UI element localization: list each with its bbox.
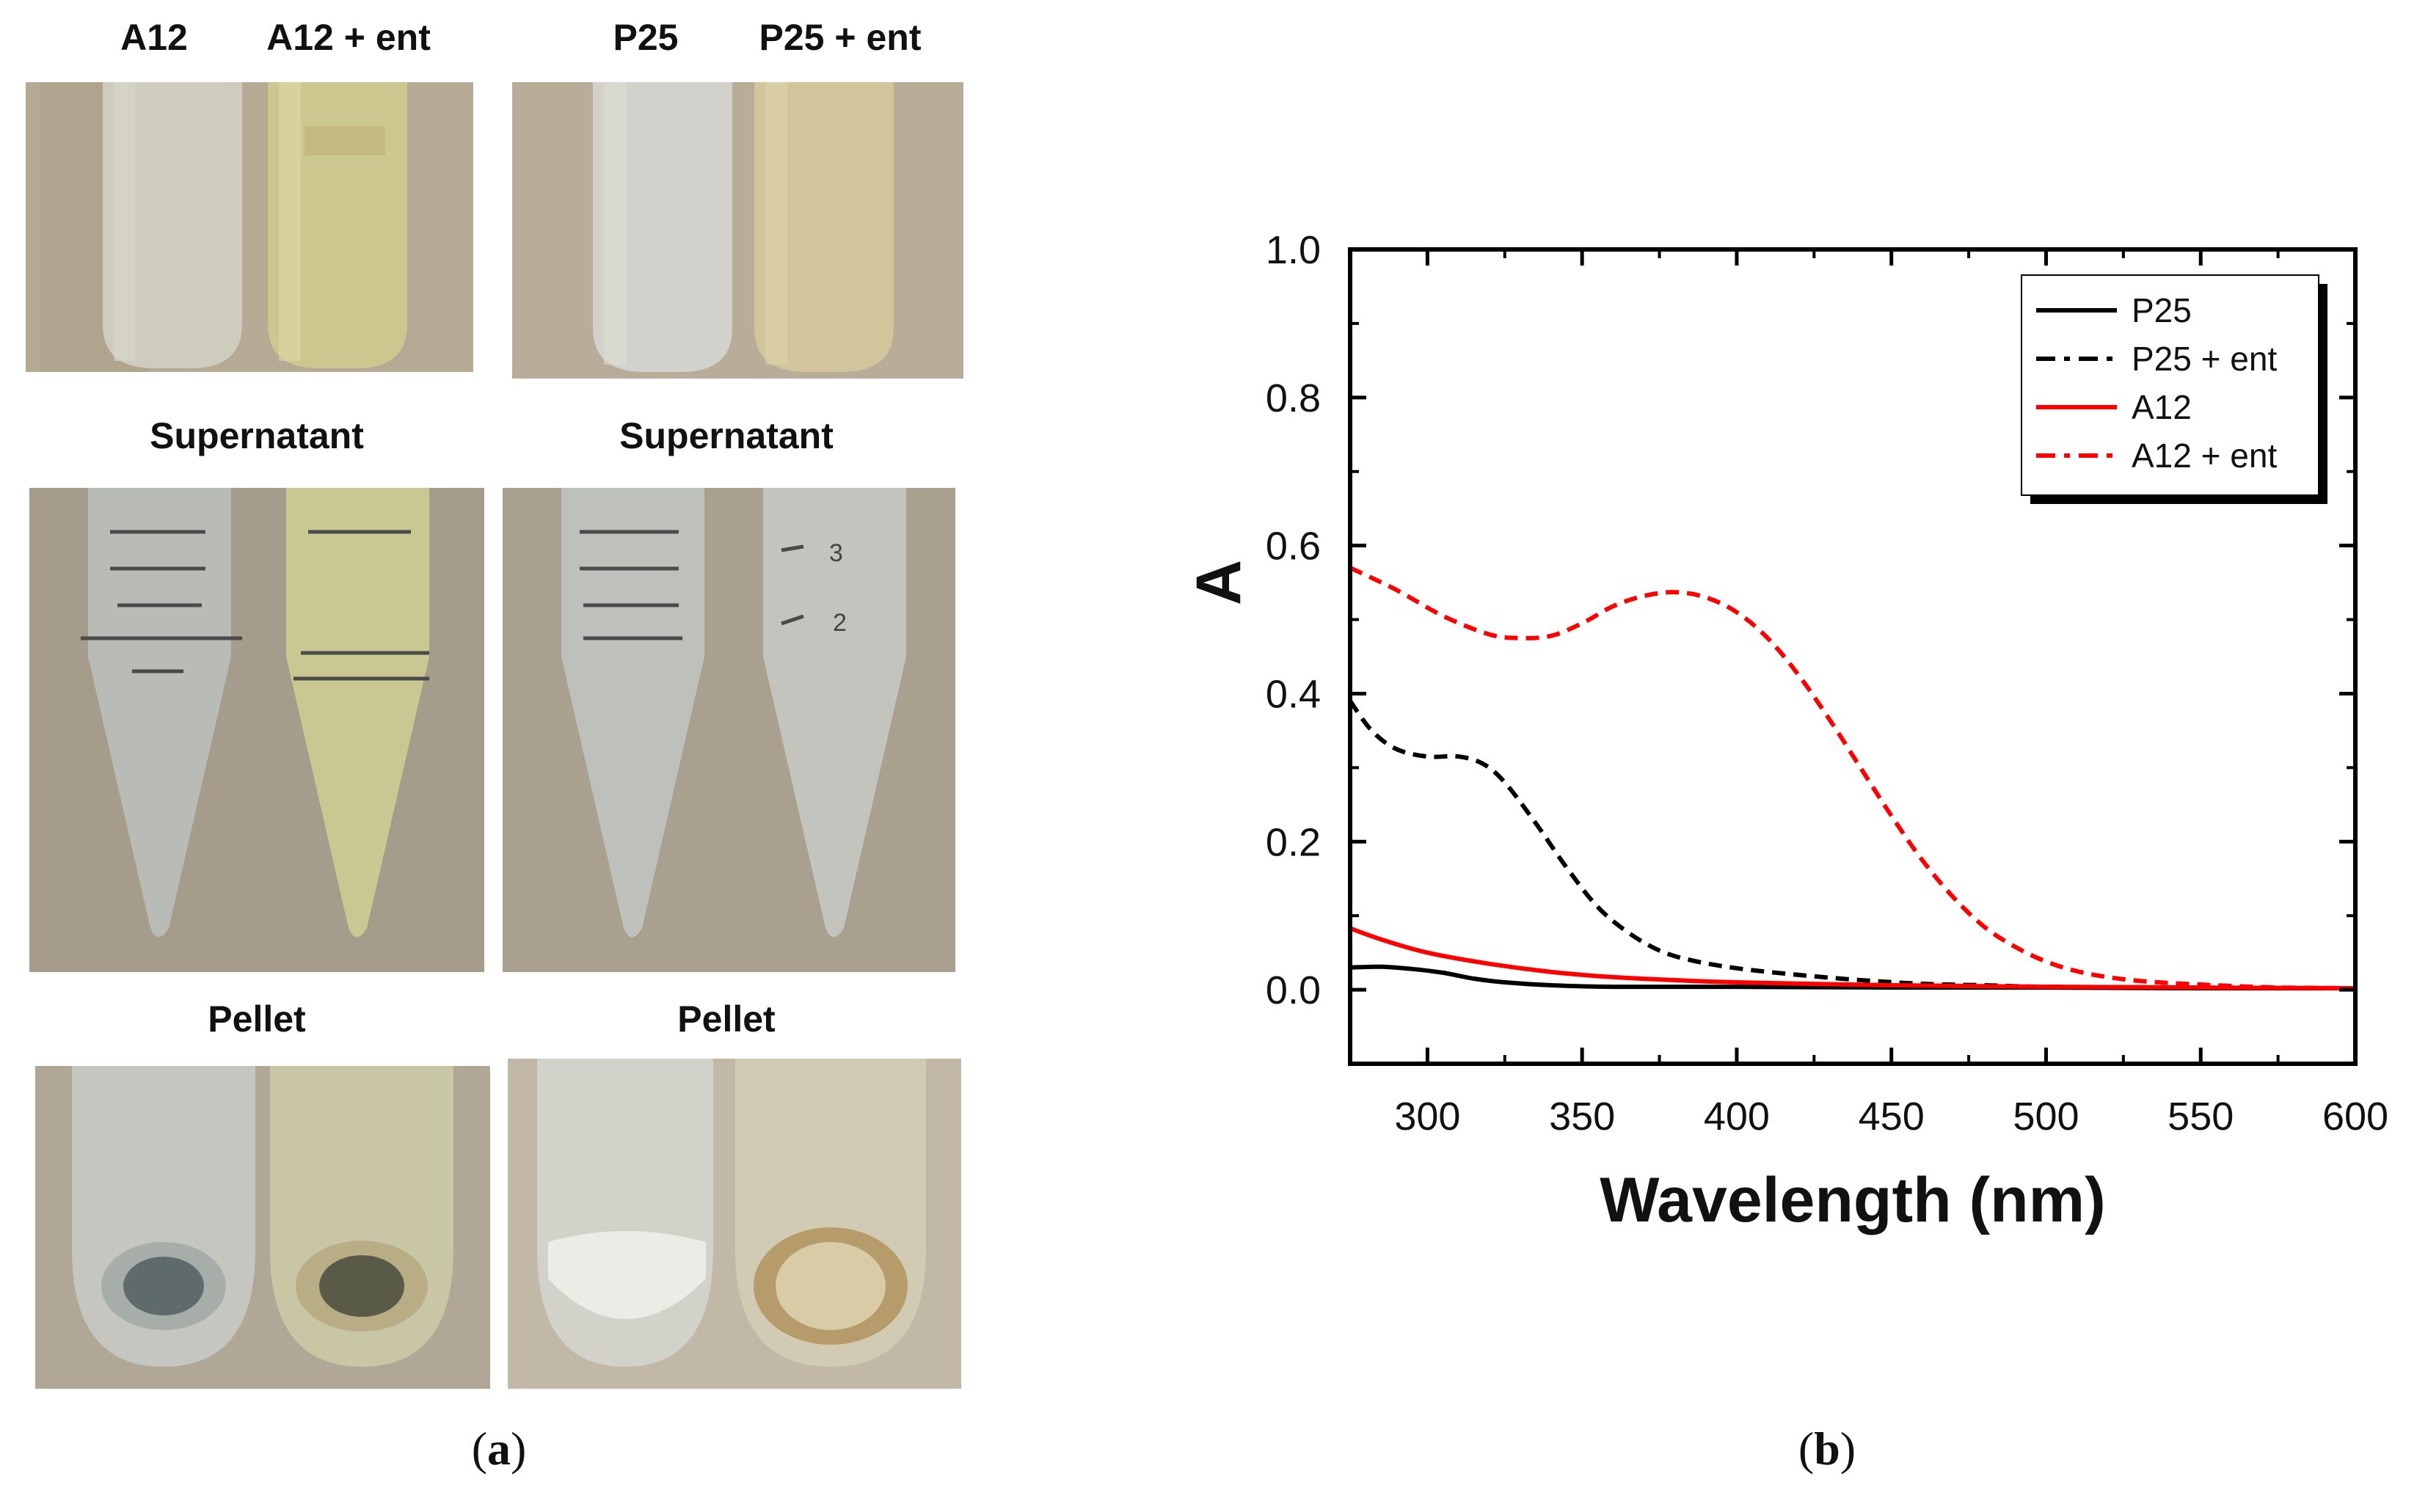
photo-pellet-a12 xyxy=(35,1066,490,1389)
series-line-a12 xyxy=(1349,926,2356,991)
photo-supernatant-a12 xyxy=(29,488,484,972)
x-tick-label: 350 xyxy=(1549,1095,1615,1139)
x-tick-label: 450 xyxy=(1859,1095,1925,1139)
series-line-p25-ent xyxy=(1348,699,2356,991)
caption-b: (b) xyxy=(1768,1422,1886,1476)
caption-a-close: ) xyxy=(511,1422,527,1475)
photo-a12-tubes xyxy=(26,82,473,372)
x-axis-title: Wavelength (nm) xyxy=(1600,1165,2106,1235)
label-p25-ent: P25 + ent xyxy=(759,17,922,58)
caption-b-close: ) xyxy=(1840,1422,1856,1475)
caption-b-open: ( xyxy=(1798,1422,1815,1475)
tube-mark-3: 3 xyxy=(829,539,843,567)
photo-supernatant-p25: 3 2 xyxy=(503,488,955,972)
legend-entry: A12 xyxy=(2132,388,2192,426)
caption-a-letter: a xyxy=(487,1422,511,1475)
label-a12: A12 xyxy=(120,17,188,58)
legend-entry: P25 xyxy=(2132,291,2192,329)
y-tick-label: 0.4 xyxy=(1266,672,1321,716)
label-a12-ent: A12 + ent xyxy=(266,17,431,58)
legend: P25 P25 + ent A12 A12 + ent xyxy=(2021,274,2327,504)
plot-frame xyxy=(1348,247,2358,1066)
y-axis-title: A xyxy=(1184,560,1254,605)
x-tick-label: 550 xyxy=(2168,1095,2234,1139)
y-tick-label: 0.6 xyxy=(1266,525,1321,569)
photo-p25-tubes xyxy=(512,82,963,379)
x-tick-label: 500 xyxy=(2013,1095,2079,1139)
label-supernatant-2: Supernatant xyxy=(619,415,834,456)
y-tick-label: 1.0 xyxy=(1266,228,1321,272)
y-tick-label: 0.2 xyxy=(1266,820,1321,864)
x-tick-label: 400 xyxy=(1704,1095,1770,1139)
label-pellet-2: Pellet xyxy=(677,998,776,1040)
legend-entry: A12 + ent xyxy=(2132,437,2277,475)
series-line-a12-ent xyxy=(1349,566,2356,991)
label-supernatant-1: Supernatant xyxy=(150,415,364,456)
x-tick-label: 300 xyxy=(1394,1095,1460,1139)
caption-b-letter: b xyxy=(1814,1422,1840,1475)
caption-a-open: ( xyxy=(471,1422,487,1475)
caption-a: (a) xyxy=(440,1422,558,1476)
x-tick-label: 600 xyxy=(2322,1095,2388,1139)
label-pellet-1: Pellet xyxy=(208,998,306,1040)
label-p25: P25 xyxy=(613,17,679,58)
tube-mark-2: 2 xyxy=(833,609,847,637)
y-tick-label: 0.8 xyxy=(1266,376,1321,420)
photo-pellet-p25 xyxy=(508,1059,961,1389)
y-tick-label: 0.0 xyxy=(1266,968,1321,1012)
legend-entry: P25 + ent xyxy=(2132,340,2277,378)
